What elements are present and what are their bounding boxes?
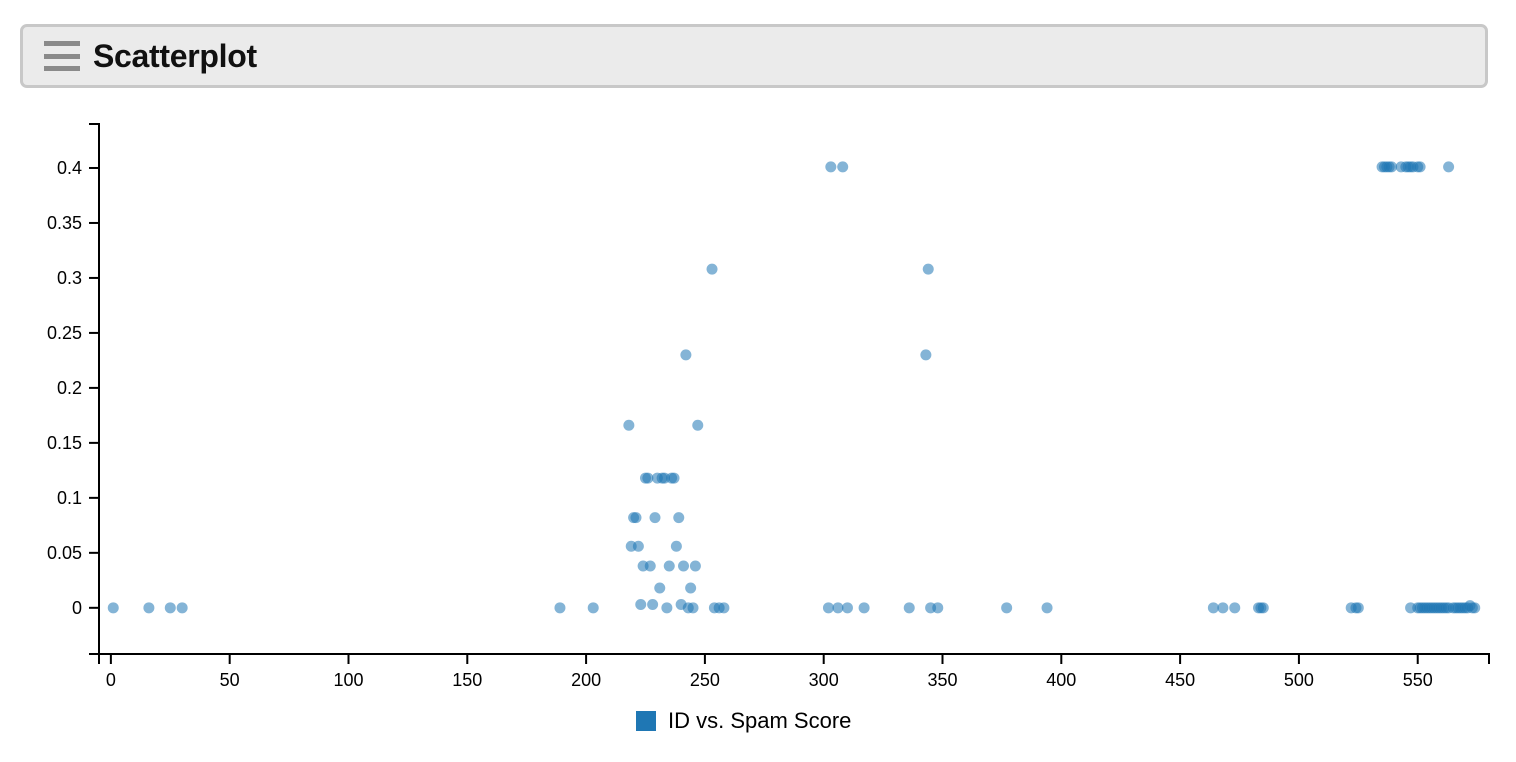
data-point[interactable] — [587, 602, 599, 614]
data-point[interactable] — [692, 419, 704, 431]
legend-label: ID vs. Spam Score — [668, 708, 852, 733]
y-tick-label: 0.1 — [57, 488, 82, 508]
data-point[interactable] — [1469, 602, 1481, 614]
data-point[interactable] — [841, 602, 853, 614]
y-tick-label: 0.3 — [57, 268, 82, 288]
x-tick-label: 0 — [106, 670, 116, 690]
data-point[interactable] — [623, 419, 635, 431]
data-point[interactable] — [107, 602, 119, 614]
y-tick-label: 0.35 — [47, 213, 82, 233]
data-point[interactable] — [632, 540, 644, 552]
data-point[interactable] — [832, 602, 844, 614]
y-tick-label: 0.25 — [47, 323, 82, 343]
legend[interactable]: ID vs. Spam Score — [636, 708, 851, 734]
y-axis-line — [89, 123, 100, 655]
data-point[interactable] — [1207, 602, 1219, 614]
data-point[interactable] — [554, 602, 566, 614]
x-tick-label: 500 — [1284, 670, 1314, 690]
data-point[interactable] — [687, 602, 699, 614]
x-axis-line — [98, 653, 1490, 664]
data-point[interactable] — [1414, 161, 1426, 173]
data-point[interactable] — [673, 512, 685, 524]
x-tick-label: 100 — [333, 670, 363, 690]
data-point[interactable] — [661, 602, 673, 614]
x-tick-label: 250 — [690, 670, 720, 690]
y-tick-label: 0.4 — [57, 158, 82, 178]
data-point[interactable] — [1352, 602, 1364, 614]
x-tick-label: 400 — [1046, 670, 1076, 690]
data-point[interactable] — [630, 512, 642, 524]
data-point[interactable] — [837, 161, 849, 173]
data-point[interactable] — [670, 540, 682, 552]
data-point[interactable] — [668, 472, 680, 484]
data-point[interactable] — [1257, 602, 1269, 614]
data-point[interactable] — [663, 560, 675, 572]
data-point[interactable] — [718, 602, 730, 614]
data-point[interactable] — [1041, 602, 1053, 614]
data-point[interactable] — [903, 602, 915, 614]
data-point[interactable] — [706, 263, 718, 275]
x-tick-label: 50 — [220, 670, 240, 690]
hamburger-menu-icon[interactable] — [44, 41, 80, 71]
x-tick-label: 150 — [452, 670, 482, 690]
data-point[interactable] — [1001, 602, 1013, 614]
x-tick-label: 300 — [809, 670, 839, 690]
data-point[interactable] — [143, 602, 155, 614]
data-point[interactable] — [825, 161, 837, 173]
y-tick-label: 0.05 — [47, 543, 82, 563]
y-tick-label: 0.15 — [47, 433, 82, 453]
x-axis: 0 50 100 150 200 250 300 350 400 450 500 550 — [98, 653, 1490, 690]
scatterplot-panel-header: Scatterplot — [20, 24, 1488, 88]
data-point[interactable] — [1229, 602, 1241, 614]
data-point[interactable] — [922, 263, 934, 275]
y-tick-label: 0.2 — [57, 378, 82, 398]
data-point[interactable] — [680, 349, 692, 361]
data-point[interactable] — [678, 560, 690, 572]
data-point[interactable] — [920, 349, 932, 361]
legend-swatch — [636, 711, 656, 731]
data-point[interactable] — [858, 602, 870, 614]
data-points — [107, 161, 1481, 614]
data-point[interactable] — [822, 602, 834, 614]
data-point[interactable] — [635, 599, 647, 611]
data-point[interactable] — [649, 512, 661, 524]
x-tick-label: 550 — [1403, 670, 1433, 690]
data-point[interactable] — [685, 582, 697, 594]
data-point[interactable] — [1443, 161, 1455, 173]
data-point[interactable] — [642, 472, 654, 484]
data-point[interactable] — [1386, 161, 1398, 173]
panel-title: Scatterplot — [93, 37, 257, 74]
x-tick-label: 350 — [927, 670, 957, 690]
x-tick-label: 450 — [1165, 670, 1195, 690]
data-point[interactable] — [644, 560, 656, 572]
data-point[interactable] — [1217, 602, 1229, 614]
data-point[interactable] — [932, 602, 944, 614]
y-axis: 0 0.05 0.1 0.15 0.2 0.25 0.3 0.35 0.4 — [47, 123, 100, 655]
data-point[interactable] — [654, 582, 666, 594]
x-tick-label: 200 — [571, 670, 601, 690]
y-tick-label: 0 — [72, 598, 82, 618]
data-point[interactable] — [176, 602, 188, 614]
data-point[interactable] — [647, 599, 659, 611]
data-point[interactable] — [689, 560, 701, 572]
data-point[interactable] — [164, 602, 176, 614]
